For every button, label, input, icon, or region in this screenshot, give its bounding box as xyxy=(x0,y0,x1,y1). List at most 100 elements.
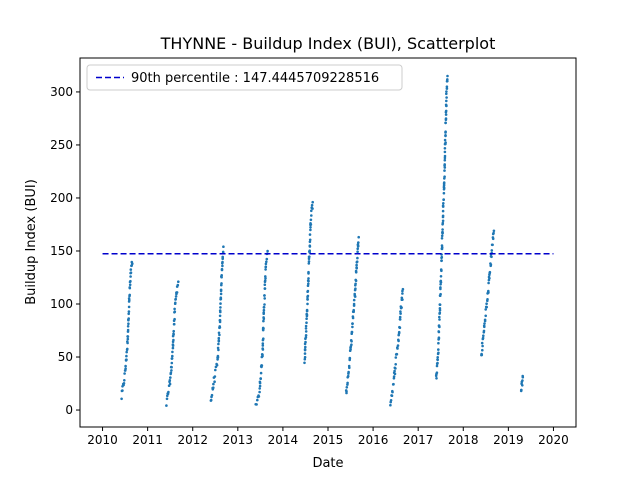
data-point xyxy=(310,203,314,207)
data-point xyxy=(171,346,175,350)
data-point xyxy=(209,398,213,402)
data-point xyxy=(437,336,441,340)
data-point xyxy=(261,348,265,351)
data-point xyxy=(304,336,308,339)
data-point xyxy=(308,233,312,236)
data-point xyxy=(521,384,524,387)
data-point xyxy=(264,277,267,280)
data-point xyxy=(484,308,488,311)
data-point xyxy=(306,289,310,293)
x-tick-label: 2010 xyxy=(87,433,118,447)
data-point xyxy=(258,390,261,394)
chart-title: THYNNE - Buildup Index (BUI), Scatterplo… xyxy=(160,34,496,53)
data-point xyxy=(394,356,398,359)
data-point xyxy=(304,330,308,333)
data-point xyxy=(263,303,266,306)
data-point xyxy=(398,315,402,319)
data-point xyxy=(175,291,179,294)
data-point xyxy=(305,313,309,317)
data-point xyxy=(129,268,133,271)
data-point xyxy=(444,117,448,120)
data-point xyxy=(127,297,131,300)
data-point xyxy=(216,358,219,361)
data-point xyxy=(262,306,266,309)
data-point xyxy=(255,398,259,402)
data-point xyxy=(311,200,315,204)
data-point xyxy=(391,390,394,394)
data-point xyxy=(128,286,132,290)
data-point xyxy=(213,380,216,384)
data-point xyxy=(436,358,440,362)
data-point xyxy=(520,388,523,392)
data-point xyxy=(355,263,358,267)
data-point xyxy=(173,317,176,321)
plot-area: 2010 2011 2012 2013 2014 2015 2016 2017 2018 2019… xyxy=(50,57,577,447)
data-point xyxy=(264,265,268,269)
x-tick-label: 2019 xyxy=(493,433,524,447)
data-point xyxy=(263,287,267,290)
data-point xyxy=(170,365,173,369)
data-point xyxy=(442,202,445,205)
data-point xyxy=(304,334,308,337)
data-point xyxy=(438,315,441,319)
data-point xyxy=(127,312,130,316)
data-point xyxy=(442,198,445,202)
data-point xyxy=(219,289,223,293)
data-point xyxy=(217,340,221,343)
data-point xyxy=(390,394,394,398)
data-point xyxy=(353,292,357,296)
data-point xyxy=(445,90,448,93)
data-point xyxy=(212,382,215,386)
data-point xyxy=(443,169,446,172)
data-point xyxy=(310,209,313,213)
data-point xyxy=(309,228,312,232)
data-point xyxy=(438,307,442,310)
data-point xyxy=(437,341,440,345)
data-point xyxy=(435,364,439,368)
data-point xyxy=(350,340,353,343)
data-point xyxy=(354,282,357,286)
data-point xyxy=(393,372,397,376)
data-point xyxy=(397,330,401,334)
data-point xyxy=(354,287,357,291)
data-point xyxy=(436,361,439,365)
data-point xyxy=(304,345,307,349)
data-point xyxy=(261,326,265,330)
data-point xyxy=(307,257,311,261)
data-point xyxy=(439,279,443,283)
data-point xyxy=(210,393,214,397)
data-point xyxy=(445,92,448,96)
data-point xyxy=(351,316,355,320)
data-point xyxy=(126,335,130,338)
data-point xyxy=(261,353,264,357)
data-point xyxy=(489,263,493,267)
data-point xyxy=(401,287,405,291)
data-point xyxy=(311,207,314,210)
data-point xyxy=(219,302,222,305)
data-point xyxy=(392,382,395,386)
data-point xyxy=(490,255,493,259)
data-point xyxy=(264,268,267,271)
data-point xyxy=(173,310,177,314)
data-point xyxy=(126,337,130,341)
data-point xyxy=(491,243,494,247)
data-point xyxy=(351,325,354,329)
data-point xyxy=(393,369,396,373)
data-point xyxy=(259,377,263,380)
data-point xyxy=(399,312,402,315)
data-point xyxy=(345,390,348,393)
data-point xyxy=(168,382,172,386)
data-point xyxy=(221,255,224,259)
data-point xyxy=(401,298,404,301)
data-point xyxy=(439,292,442,296)
data-point xyxy=(357,235,361,239)
data-point xyxy=(353,295,357,298)
data-point xyxy=(483,325,486,329)
data-point xyxy=(309,223,313,226)
data-point xyxy=(303,348,307,351)
data-point xyxy=(124,367,127,371)
data-point xyxy=(350,343,353,347)
data-point xyxy=(348,357,352,360)
data-point xyxy=(492,231,495,235)
data-point xyxy=(263,297,267,300)
